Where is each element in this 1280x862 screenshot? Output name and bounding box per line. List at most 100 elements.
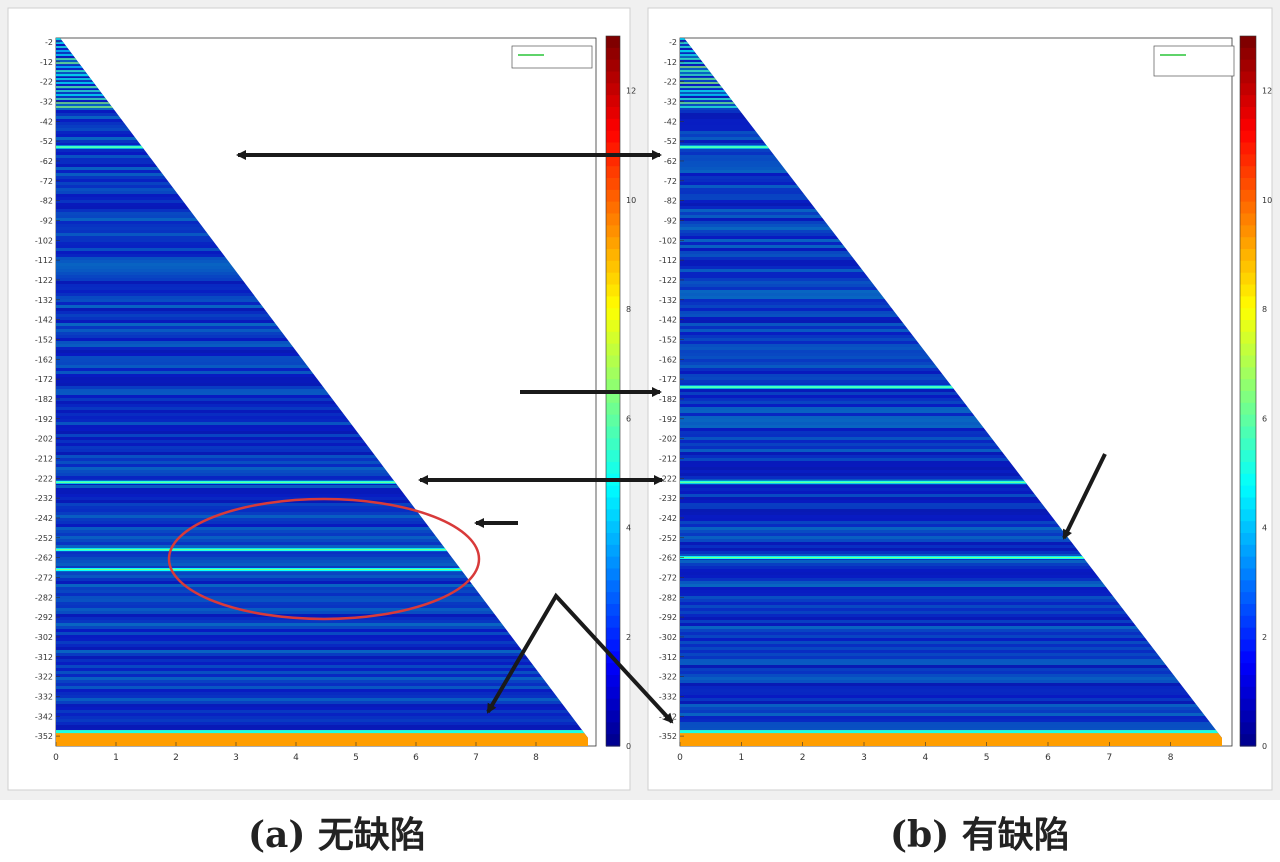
x-tick-label: 4 bbox=[922, 753, 928, 763]
heatmap-row bbox=[680, 443, 1222, 446]
colorbar-segment bbox=[606, 497, 620, 510]
colorbar-segment bbox=[606, 604, 620, 617]
y-tick-label: -242 bbox=[35, 514, 53, 523]
x-tick-label: 4 bbox=[293, 753, 299, 763]
y-tick-label: -182 bbox=[35, 395, 53, 404]
colorbar-segment bbox=[606, 178, 620, 191]
y-tick-label: -262 bbox=[659, 554, 677, 563]
heatmap-row bbox=[680, 617, 1222, 620]
heatmap-row bbox=[56, 587, 588, 590]
heatmap-row bbox=[56, 476, 588, 479]
heatmap-row bbox=[680, 638, 1222, 641]
heatmap-row bbox=[56, 635, 588, 638]
arrow bbox=[1062, 453, 1107, 540]
heatmap-row bbox=[56, 506, 588, 509]
colorbar-segment bbox=[1240, 426, 1256, 439]
bright-band-core bbox=[680, 386, 1222, 388]
colorbar-frame bbox=[1239, 35, 1257, 747]
colorbar-tick-label: 4 bbox=[1262, 524, 1267, 533]
colorbar-segment bbox=[1240, 260, 1256, 274]
colorbar-segment bbox=[606, 521, 620, 534]
colorbar-segment bbox=[606, 130, 620, 144]
x-tick-label: 6 bbox=[413, 753, 419, 763]
colorbar-segment bbox=[606, 284, 620, 297]
heatmap-row bbox=[680, 650, 1222, 653]
heatmap-row-bright bbox=[680, 106, 770, 108]
heatmap-row bbox=[680, 488, 1222, 491]
heatmap-row bbox=[680, 404, 1222, 407]
heatmap-row bbox=[680, 722, 1222, 725]
colorbar-segment bbox=[1240, 154, 1256, 167]
heatmap-row bbox=[56, 707, 588, 710]
heatmap-row bbox=[680, 728, 1222, 731]
y-tick-label: -2 bbox=[45, 38, 53, 47]
colorbar-segment bbox=[606, 107, 620, 120]
heatmap-row bbox=[56, 425, 588, 428]
heatmap-row bbox=[56, 701, 588, 704]
bright-band bbox=[680, 730, 1222, 746]
heatmap-row bbox=[680, 530, 1222, 533]
colorbar-tick-label: 6 bbox=[626, 414, 631, 423]
heatmap-row bbox=[680, 704, 1222, 707]
y-tick-label: -282 bbox=[35, 593, 53, 602]
heatmap-row bbox=[680, 536, 1222, 539]
y-tick-label: -142 bbox=[659, 316, 677, 325]
colorbar-segment bbox=[606, 675, 620, 688]
heatmap-row bbox=[56, 590, 588, 593]
heatmap-row bbox=[680, 581, 1222, 584]
heatmap-row bbox=[56, 524, 588, 527]
heatmap-row bbox=[680, 698, 1222, 701]
heatmap-row bbox=[680, 506, 1222, 509]
heatmap-row bbox=[680, 512, 1222, 515]
y-tick-label: -142 bbox=[35, 316, 53, 325]
heatmap-row bbox=[56, 464, 588, 467]
heatmap-row bbox=[680, 629, 1222, 632]
colorbar-segment bbox=[1240, 722, 1256, 735]
colorbar-segment bbox=[606, 331, 620, 345]
colorbar-segment bbox=[1240, 710, 1256, 723]
heatmap-row bbox=[56, 581, 588, 584]
x-tick-label: 2 bbox=[800, 753, 806, 763]
colorbar-segment bbox=[606, 627, 620, 641]
heatmap-row bbox=[56, 686, 588, 689]
heatmap-row bbox=[680, 656, 1222, 659]
y-tick-label: -162 bbox=[35, 355, 53, 364]
y-tick-label: -42 bbox=[664, 117, 677, 126]
y-tick-label: -162 bbox=[659, 355, 677, 364]
heatmap-row bbox=[680, 713, 1222, 716]
heatmap-row bbox=[56, 716, 588, 719]
colorbar-segment bbox=[606, 391, 620, 404]
colorbar-segment bbox=[606, 296, 620, 309]
heatmap-row bbox=[56, 551, 588, 554]
y-tick-label: -352 bbox=[659, 732, 677, 741]
heatmap-row bbox=[680, 578, 1222, 581]
y-tick-label: -132 bbox=[659, 296, 677, 305]
heatmap-row bbox=[56, 419, 588, 422]
heatmap-row bbox=[56, 668, 588, 671]
heatmap-row bbox=[56, 557, 588, 560]
heatmap-row bbox=[680, 410, 1222, 413]
heatmap-row bbox=[680, 497, 1222, 500]
heatmap-row bbox=[56, 689, 588, 692]
colorbar-segment bbox=[606, 556, 620, 570]
heatmap-row bbox=[680, 518, 1222, 521]
heatmap-row bbox=[56, 398, 588, 401]
heatmap-row-bright bbox=[56, 102, 146, 104]
colorbar-segment bbox=[1240, 414, 1256, 428]
colorbar-segment bbox=[1240, 533, 1256, 546]
heatmap-row bbox=[680, 614, 1222, 617]
heatmap-row bbox=[680, 584, 1222, 587]
colorbar-segment bbox=[606, 355, 620, 368]
y-tick-label: -102 bbox=[35, 236, 53, 245]
x-tick-label: 3 bbox=[233, 753, 239, 763]
heatmap-row bbox=[680, 683, 1222, 686]
heatmap-row bbox=[56, 455, 588, 458]
y-tick-label: -292 bbox=[35, 613, 53, 622]
heatmap-row bbox=[56, 671, 588, 674]
colorbar-segment bbox=[606, 592, 620, 605]
x-tick-label: 2 bbox=[173, 753, 179, 763]
colorbar-tick-label: 2 bbox=[626, 633, 631, 642]
y-tick-label: -212 bbox=[35, 454, 53, 463]
y-tick-label: -242 bbox=[659, 514, 677, 523]
heatmap-row bbox=[56, 644, 588, 647]
